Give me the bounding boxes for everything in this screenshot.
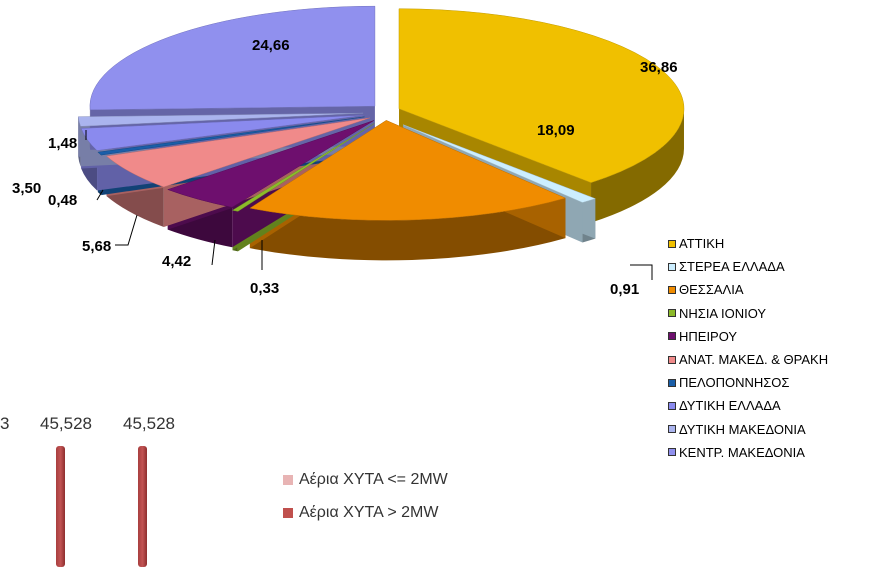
legend-swatch — [668, 332, 676, 341]
bar-value-label: 3 — [0, 414, 10, 433]
legend-item: ΔΥΤΙΚΗ ΕΛΛΑΔΑ — [668, 394, 828, 417]
pie-slice — [403, 124, 597, 203]
legend-swatch — [668, 355, 676, 364]
bar-value-label: 45,528 — [123, 414, 175, 433]
legend-swatch — [668, 425, 676, 434]
pie-data-label: 0,33 — [250, 280, 279, 297]
legend-item: ΣΤΕΡΕΑ ΕΛΛΑΔΑ — [668, 255, 828, 278]
pie-slice — [105, 117, 370, 188]
legend-item: ΑΤΤΙΚΗ — [668, 232, 828, 255]
legend-label: ΚΕΝΤΡ. ΜΑΚΕΔΟΝΙΑ — [679, 444, 805, 460]
pie-slice — [249, 120, 567, 221]
legend-swatch — [283, 507, 293, 518]
leader-line — [115, 214, 138, 246]
legend-label: ΔΥΤΙΚΗ ΜΑΚΕΔΟΝΙΑ — [679, 421, 806, 437]
pie-data-label: 1,48 — [48, 135, 77, 152]
pie-legend: ΑΤΤΙΚΗ ΣΤΕΡΕΑ ΕΛΛΑΔΑ ΘΕΣΣΑΛΙΑ ΝΗΣΙΑ ΙΟΝΙΟΥ Η… — [668, 232, 828, 464]
pie-data-label: 3,50 — [12, 180, 41, 197]
bar-legend: Αέρια ΧΥΤΑ <= 2MW Αέρια ΧΥΤΑ > 2MW — [283, 448, 448, 544]
legend-label: ΠΕΛΟΠΟΝΝΗΣΟΣ — [679, 375, 790, 391]
pie-data-label: 36,86 — [640, 59, 678, 76]
pie-data-label: 4,42 — [162, 253, 191, 270]
pie-slice — [97, 116, 365, 156]
pie-data-label: 0,91 — [610, 281, 639, 298]
pie-data-label: 24,66 — [252, 37, 290, 54]
pie-slice — [77, 112, 364, 127]
pie-slice — [231, 123, 375, 212]
leader-line — [211, 239, 216, 266]
legend-swatch — [283, 474, 293, 485]
bar-legend-item: Αέρια ΧΥΤΑ <= 2MW — [283, 448, 448, 511]
legend-label: ΗΠΕΙΡΟΥ — [679, 328, 738, 344]
pie-slice-side — [249, 198, 566, 261]
legend-swatch — [668, 239, 676, 248]
legend-item: ΝΗΣΙΑ ΙΟΝΙΟΥ — [668, 302, 828, 325]
legend-swatch — [668, 448, 676, 457]
legend-swatch — [668, 401, 676, 410]
bar-legend-label: Αέρια ΧΥΤΑ > 2MW — [299, 503, 439, 521]
leader-line — [630, 264, 653, 280]
legend-item: ΠΕΛΟΠΟΝΝΗΣΟΣ — [668, 371, 828, 394]
legend-label: ΣΤΕΡΕΑ ΕΛΛΑΔΑ — [679, 259, 785, 275]
legend-item: ΑΝΑΤ. ΜΑΚΕΔ. & ΘΡΑΚΗ — [668, 348, 828, 371]
bar-legend-label: Αέρια ΧΥΤΑ <= 2MW — [299, 470, 448, 488]
pie-data-label: 18,09 — [537, 122, 575, 139]
legend-label: ΑΤΤΙΚΗ — [679, 236, 725, 252]
legend-swatch — [668, 378, 676, 387]
pie-slice — [89, 5, 376, 111]
pie-slice — [80, 114, 364, 151]
pie-data-label: 0,48 — [48, 192, 77, 209]
legend-swatch — [668, 309, 676, 318]
pie-slice-side — [591, 108, 684, 223]
legend-swatch — [668, 285, 676, 294]
bar — [138, 446, 147, 567]
bar-value-label: 45,528 — [40, 414, 92, 433]
legend-swatch — [668, 262, 676, 271]
bar-legend-item: Αέρια ΧΥΤΑ > 2MW — [283, 481, 448, 544]
leader-line — [96, 189, 104, 201]
bar — [56, 446, 65, 567]
legend-item: ΚΕΝΤΡ. ΜΑΚΕΔΟΝΙΑ — [668, 441, 828, 464]
pie-slice — [167, 120, 375, 208]
legend-label: ΔΥΤΙΚΗ ΕΛΛΑΔΑ — [679, 398, 781, 414]
pie-slice — [398, 8, 685, 183]
legend-item: ΔΥΤΙΚΗ ΜΑΚΕΔΟΝΙΑ — [668, 418, 828, 441]
pie-data-label: 5,68 — [82, 238, 111, 255]
legend-label: ΘΕΣΣΑΛΙΑ — [679, 282, 744, 298]
legend-label: ΝΗΣΙΑ ΙΟΝΙΟΥ — [679, 305, 767, 321]
legend-label: ΑΝΑΤ. ΜΑΚΕΔ. & ΘΡΑΚΗ — [679, 352, 829, 368]
legend-item: ΗΠΕΙΡΟΥ — [668, 325, 828, 348]
legend-item: ΘΕΣΣΑΛΙΑ — [668, 278, 828, 301]
